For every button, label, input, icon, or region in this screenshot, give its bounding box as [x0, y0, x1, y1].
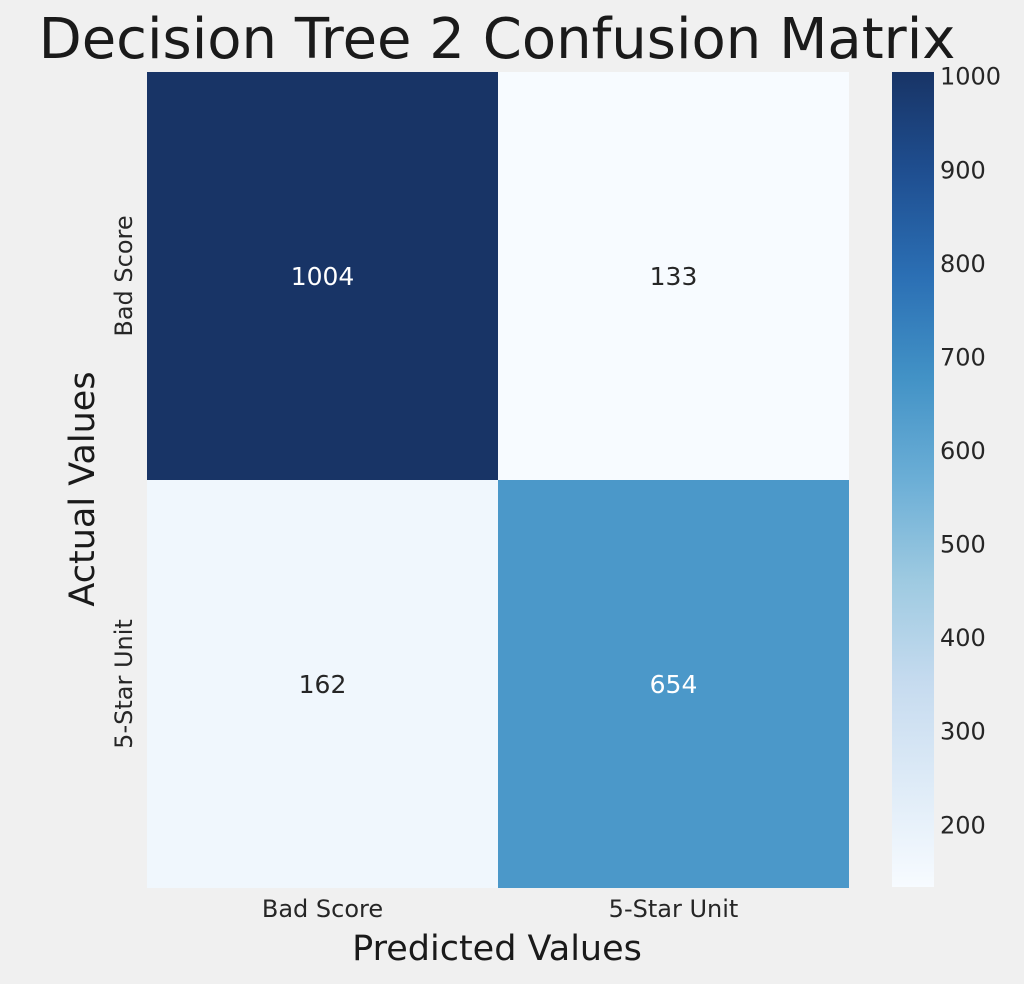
heatmap-cell	[498, 72, 849, 480]
y-tick-label: Bad Score	[110, 215, 138, 336]
y-axis-label: Actual Values	[63, 371, 103, 606]
x-axis-label: Predicted Values	[352, 929, 642, 969]
x-tick-labels: Bad Score 5-Star Unit	[262, 895, 738, 923]
colorbar-tick-label: 300	[940, 718, 986, 746]
colorbar	[892, 72, 934, 887]
colorbar-tick-label: 700	[940, 343, 986, 371]
heatmap-cells	[147, 72, 849, 888]
heatmap-cell	[147, 480, 498, 888]
y-tick-labels: Bad Score 5-Star Unit	[110, 215, 138, 748]
heatmap-cell	[147, 72, 498, 480]
colorbar-tick-label: 200	[940, 811, 986, 839]
heatmap-cell-labels: 1004 133 162 654	[291, 262, 698, 699]
heatmap-cell	[498, 480, 849, 888]
colorbar-tick-label: 800	[940, 250, 986, 278]
colorbar-tick-label: 500	[940, 531, 986, 559]
colorbar-tick-label: 900	[940, 156, 986, 184]
colorbar-tick-label: 1000	[940, 63, 1001, 91]
colorbar-tick-label: 400	[940, 624, 986, 652]
chart-title: Decision Tree 2 Confusion Matrix	[39, 7, 956, 72]
colorbar-tick-label: 600	[940, 437, 986, 465]
heatmap-cell-value: 654	[650, 670, 698, 699]
heatmap-cell-value: 1004	[291, 262, 355, 291]
heatmap-cell-value: 162	[299, 670, 347, 699]
colorbar-tick-labels: 200 300 400 500 600 700 800 900 1000	[940, 63, 1001, 840]
heatmap-cell-value: 133	[650, 262, 698, 291]
y-tick-label: 5-Star Unit	[110, 619, 138, 749]
x-tick-label: 5-Star Unit	[609, 895, 739, 923]
x-tick-label: Bad Score	[262, 895, 383, 923]
